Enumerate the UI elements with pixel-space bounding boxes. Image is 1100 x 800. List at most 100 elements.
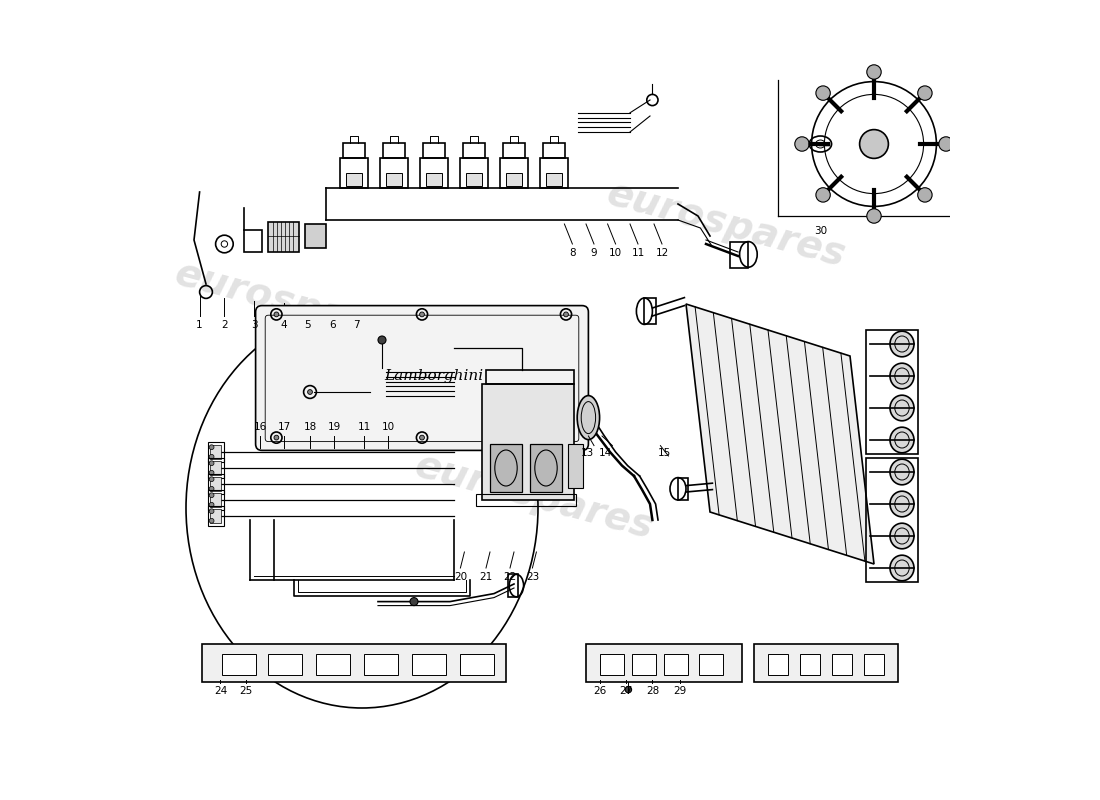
Polygon shape: [202, 644, 506, 682]
Circle shape: [274, 312, 278, 317]
Bar: [506, 173, 522, 186]
Text: 30: 30: [814, 226, 827, 235]
Bar: [305, 224, 326, 248]
Circle shape: [274, 435, 278, 440]
Text: 19: 19: [328, 422, 341, 432]
Bar: [503, 143, 525, 158]
Bar: [208, 490, 223, 510]
Bar: [244, 230, 262, 252]
Bar: [210, 493, 221, 507]
Text: 9: 9: [591, 248, 597, 258]
Bar: [346, 173, 362, 186]
Circle shape: [410, 598, 418, 606]
Ellipse shape: [890, 555, 914, 581]
Bar: [542, 143, 565, 158]
Text: 12: 12: [656, 248, 669, 258]
Circle shape: [625, 686, 631, 693]
Text: 26: 26: [593, 686, 606, 695]
Ellipse shape: [890, 395, 914, 421]
Text: 25: 25: [240, 686, 253, 695]
Bar: [364, 654, 398, 675]
Bar: [210, 461, 221, 475]
Bar: [426, 173, 442, 186]
Text: eurospares: eurospares: [603, 174, 849, 274]
Circle shape: [816, 86, 831, 100]
Bar: [412, 654, 446, 675]
Text: 11: 11: [358, 422, 371, 432]
Bar: [486, 370, 574, 384]
Circle shape: [209, 509, 214, 514]
Circle shape: [419, 435, 425, 440]
Circle shape: [209, 502, 214, 507]
Bar: [631, 654, 656, 675]
Circle shape: [209, 486, 214, 491]
Bar: [343, 143, 365, 158]
Ellipse shape: [890, 491, 914, 517]
Circle shape: [419, 312, 425, 317]
FancyBboxPatch shape: [255, 306, 589, 450]
Bar: [317, 654, 350, 675]
Text: 21: 21: [480, 572, 493, 582]
Circle shape: [209, 493, 214, 498]
Circle shape: [563, 312, 569, 317]
Bar: [210, 509, 221, 523]
Circle shape: [209, 461, 214, 466]
Circle shape: [795, 137, 810, 151]
Bar: [698, 654, 723, 675]
Bar: [268, 654, 302, 675]
Text: eurospares: eurospares: [410, 446, 658, 546]
Bar: [422, 143, 446, 158]
Circle shape: [859, 130, 889, 158]
Bar: [600, 654, 624, 675]
Text: Lamborghini: Lamborghini: [384, 369, 484, 383]
Ellipse shape: [890, 331, 914, 357]
Text: 14: 14: [600, 448, 613, 458]
Text: 27: 27: [619, 686, 632, 695]
Bar: [476, 494, 576, 506]
Bar: [663, 654, 688, 675]
Bar: [768, 654, 789, 675]
Text: 7: 7: [353, 320, 360, 330]
Text: 22: 22: [504, 572, 517, 582]
Bar: [386, 173, 402, 186]
Bar: [208, 506, 223, 526]
Bar: [540, 158, 569, 188]
Text: 8: 8: [569, 248, 575, 258]
Text: eurospares: eurospares: [170, 254, 418, 354]
Circle shape: [378, 336, 386, 344]
Text: 3: 3: [251, 320, 257, 330]
Circle shape: [209, 477, 214, 482]
Bar: [461, 654, 494, 675]
Ellipse shape: [890, 363, 914, 389]
Text: 10: 10: [382, 422, 395, 432]
Circle shape: [938, 137, 954, 151]
Text: 4: 4: [280, 320, 287, 330]
Bar: [569, 444, 583, 488]
Bar: [530, 444, 562, 492]
Text: 6: 6: [329, 320, 336, 330]
Bar: [482, 384, 574, 500]
Bar: [210, 445, 221, 459]
Polygon shape: [686, 304, 874, 564]
Bar: [864, 654, 884, 675]
Circle shape: [816, 188, 831, 202]
Circle shape: [209, 518, 214, 523]
Circle shape: [867, 65, 881, 79]
Bar: [268, 222, 299, 252]
Bar: [419, 158, 449, 188]
Ellipse shape: [890, 459, 914, 485]
Text: 1: 1: [196, 320, 202, 330]
Circle shape: [209, 445, 214, 450]
Bar: [546, 173, 562, 186]
Circle shape: [563, 435, 569, 440]
Text: 17: 17: [278, 422, 292, 432]
Text: 15: 15: [658, 448, 671, 458]
Circle shape: [917, 86, 932, 100]
Text: 29: 29: [673, 686, 686, 695]
Text: 28: 28: [646, 686, 659, 695]
Circle shape: [209, 470, 214, 475]
Bar: [208, 458, 223, 478]
Polygon shape: [586, 644, 743, 682]
Bar: [800, 654, 821, 675]
Bar: [463, 143, 485, 158]
